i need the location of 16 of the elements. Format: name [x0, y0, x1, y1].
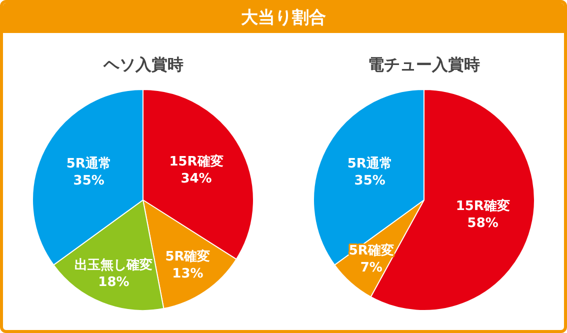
slice-label: 出玉無し確変 [74, 256, 153, 273]
data-label: 58% [467, 216, 498, 231]
chart-subtitle: ヘソ入賞時 [103, 54, 184, 76]
data-label: 13% [172, 266, 204, 282]
slice-label: 15R確変 [456, 198, 510, 214]
data-label: 35% [354, 173, 386, 188]
slice-label: 5R確変 [165, 248, 210, 265]
slice-label: 5R通常 [66, 155, 112, 172]
slice-label: 5R通常 [347, 155, 392, 172]
data-label: 7% [360, 260, 382, 276]
data-label: 35% [74, 173, 105, 188]
slice-label: 15R確変 [169, 154, 224, 170]
chart-title: 大当り割合 [3, 3, 564, 33]
data-label: 34% [180, 172, 212, 187]
chart-subtitle: 電チュー入賞時 [368, 54, 480, 76]
data-label: 18% [98, 274, 130, 290]
